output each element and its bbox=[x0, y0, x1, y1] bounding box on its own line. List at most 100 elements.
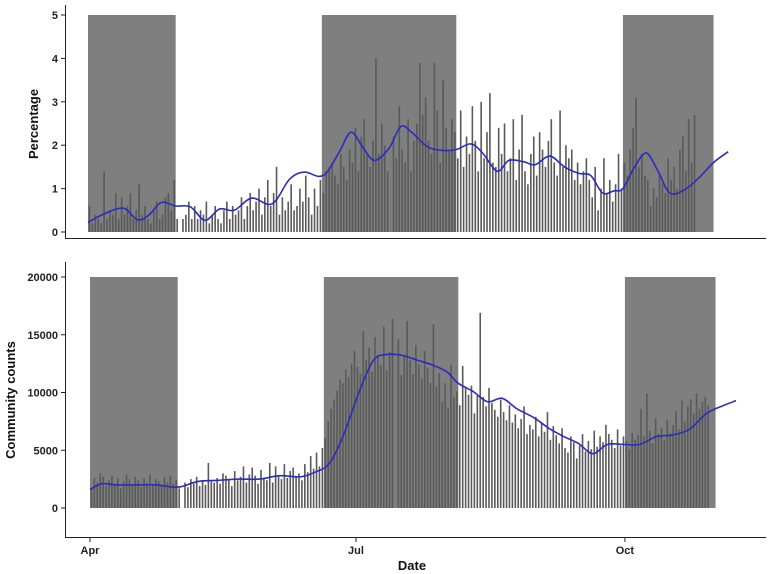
top-bar bbox=[316, 205, 319, 232]
bottom-bar bbox=[365, 360, 368, 508]
top-y-tick-label: 1 bbox=[52, 184, 58, 196]
bottom-bar bbox=[368, 347, 370, 508]
top-bar bbox=[135, 210, 138, 232]
top-bar bbox=[459, 110, 462, 232]
top-bar bbox=[559, 110, 561, 232]
top-bar bbox=[199, 210, 202, 232]
bottom-bar bbox=[184, 482, 186, 508]
bottom-bar bbox=[599, 436, 601, 508]
top-bar bbox=[509, 158, 512, 232]
top-bar bbox=[182, 218, 184, 232]
top-bar bbox=[535, 175, 538, 232]
bottom-bar bbox=[552, 425, 555, 508]
top-bar bbox=[167, 192, 170, 232]
bottom-bar bbox=[575, 458, 578, 508]
top-bar bbox=[164, 197, 167, 232]
bottom-bar bbox=[602, 442, 604, 508]
top-bar bbox=[398, 106, 401, 232]
top-bar bbox=[342, 166, 345, 232]
bottom-bar bbox=[403, 355, 406, 508]
top-bar bbox=[112, 214, 114, 232]
top-bar bbox=[404, 162, 406, 232]
top-bar bbox=[375, 58, 377, 233]
top-panel: 0 1 2 3 4 5 Percentage bbox=[26, 5, 766, 239]
top-bar bbox=[170, 210, 173, 232]
bottom-bar bbox=[304, 464, 306, 508]
top-y-tick-label: 2 bbox=[52, 140, 58, 152]
top-bar bbox=[366, 153, 368, 232]
bottom-bar bbox=[134, 476, 137, 508]
top-bar bbox=[103, 171, 105, 232]
top-bar bbox=[600, 188, 602, 232]
top-bar bbox=[658, 175, 661, 232]
bottom-bar bbox=[298, 473, 300, 508]
top-bar bbox=[652, 188, 655, 232]
bottom-bar bbox=[464, 386, 467, 508]
top-bar bbox=[486, 132, 488, 232]
top-bar bbox=[626, 175, 629, 232]
bottom-shaded-period-1 bbox=[90, 277, 178, 508]
top-bar bbox=[123, 214, 126, 232]
bottom-bar bbox=[540, 422, 543, 508]
bottom-bar bbox=[532, 429, 534, 508]
bottom-bar bbox=[257, 483, 259, 508]
bottom-bar bbox=[423, 350, 426, 508]
top-bar bbox=[632, 127, 634, 232]
bottom-bar bbox=[295, 476, 297, 508]
top-bar bbox=[591, 197, 594, 232]
bottom-bar bbox=[111, 475, 113, 508]
bottom-bar bbox=[663, 439, 666, 508]
top-bar bbox=[547, 140, 550, 232]
top-bar bbox=[328, 166, 330, 232]
bottom-bar bbox=[684, 421, 686, 508]
top-bar bbox=[114, 192, 117, 232]
top-bar bbox=[190, 218, 193, 232]
bottom-smooth-line bbox=[89, 353, 737, 491]
bottom-bar bbox=[333, 399, 335, 508]
bottom-bar bbox=[230, 486, 233, 508]
bottom-bar bbox=[672, 424, 674, 508]
top-bar bbox=[132, 218, 135, 232]
top-bar bbox=[161, 214, 164, 232]
bottom-bar bbox=[485, 406, 487, 508]
top-bar bbox=[249, 192, 252, 232]
top-shaded-period-1 bbox=[88, 15, 176, 232]
top-bar bbox=[193, 205, 196, 232]
bottom-bar bbox=[222, 473, 224, 508]
bottom-y-tick-label: 10000 bbox=[27, 388, 58, 400]
bottom-bar bbox=[470, 385, 473, 508]
top-bar bbox=[395, 158, 398, 232]
top-bar bbox=[246, 205, 249, 232]
bottom-bar bbox=[353, 350, 356, 508]
top-bar bbox=[582, 171, 585, 232]
top-bar bbox=[421, 114, 424, 232]
bottom-bar bbox=[698, 408, 701, 508]
top-bar bbox=[451, 119, 453, 232]
top-bar bbox=[351, 162, 354, 232]
top-bar bbox=[144, 205, 146, 232]
bottom-bar bbox=[660, 428, 663, 508]
top-y-tick-label: 4 bbox=[52, 53, 59, 65]
bottom-bar bbox=[239, 476, 242, 508]
top-bar bbox=[205, 201, 208, 232]
bottom-bar bbox=[572, 442, 575, 508]
bottom-y-tick-label: 0 bbox=[52, 503, 58, 515]
bottom-bar bbox=[587, 441, 590, 508]
top-bar bbox=[147, 218, 149, 232]
top-bar bbox=[562, 166, 564, 232]
bottom-bar bbox=[204, 484, 207, 508]
bottom-bar bbox=[681, 400, 683, 508]
bottom-bar bbox=[213, 482, 216, 508]
top-bar bbox=[188, 201, 190, 232]
bottom-bar bbox=[347, 377, 350, 508]
top-bar bbox=[530, 153, 532, 232]
top-bar bbox=[155, 201, 158, 232]
top-bar bbox=[448, 149, 450, 232]
bottom-bar bbox=[315, 452, 318, 508]
bottom-bar bbox=[301, 480, 303, 508]
top-y-tick-label: 5 bbox=[52, 10, 58, 22]
top-bar bbox=[445, 127, 447, 232]
bottom-bar bbox=[149, 474, 151, 508]
top-bar bbox=[521, 114, 523, 232]
